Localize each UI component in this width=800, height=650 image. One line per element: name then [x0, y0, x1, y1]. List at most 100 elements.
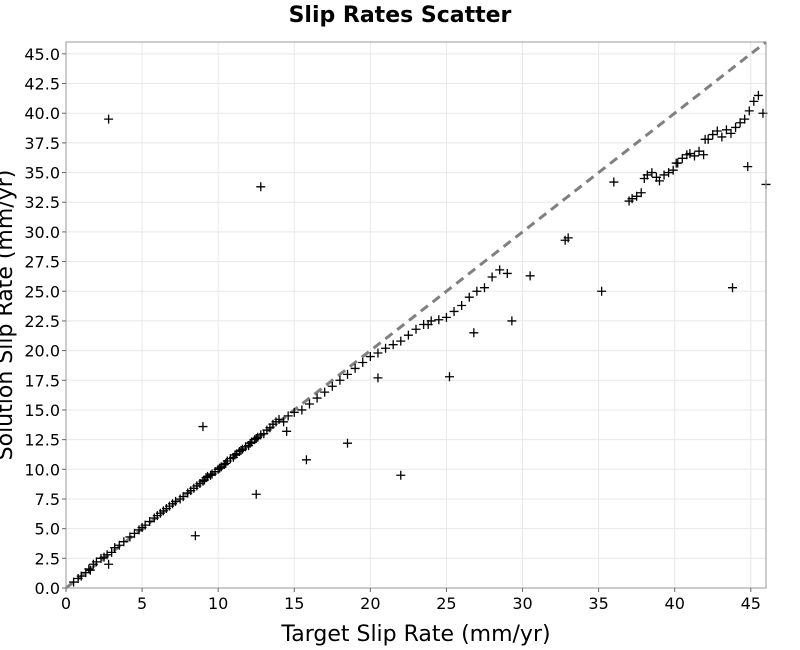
y-tick-label: 7.5: [35, 490, 60, 509]
data-points: [69, 90, 771, 587]
data-point: [343, 369, 353, 379]
y-tick-label: 42.5: [24, 75, 60, 94]
data-point: [365, 352, 375, 362]
y-tick-label: 5.0: [35, 520, 60, 539]
data-point: [91, 557, 101, 567]
data-point: [668, 165, 678, 175]
x-tick-label: 45: [741, 594, 761, 613]
data-point: [396, 470, 406, 480]
data-point: [457, 301, 467, 311]
data-point: [110, 543, 120, 553]
data-point: [636, 188, 646, 198]
x-tick-label: 20: [360, 594, 380, 613]
data-point: [469, 328, 479, 338]
data-point: [230, 450, 240, 460]
data-point: [472, 286, 482, 296]
data-point: [441, 312, 451, 322]
data-point: [396, 336, 406, 346]
data-point: [487, 272, 497, 282]
data-point: [753, 90, 763, 100]
data-point: [129, 528, 139, 538]
data-point: [69, 577, 79, 587]
data-point: [647, 168, 657, 178]
data-point: [171, 496, 181, 506]
y-tick-label: 17.5: [24, 371, 60, 390]
y-tick-label: 12.5: [24, 431, 60, 450]
plot-frame: [65, 41, 767, 589]
data-point: [700, 134, 710, 144]
data-point: [609, 177, 619, 187]
data-point: [236, 445, 246, 455]
data-point: [731, 122, 741, 132]
x-tick-label: 40: [665, 594, 685, 613]
data-point: [104, 114, 114, 124]
data-point: [525, 271, 535, 281]
data-point: [726, 128, 736, 138]
data-point: [282, 426, 292, 436]
data-point: [283, 411, 293, 421]
data-point: [721, 125, 731, 135]
data-point: [289, 407, 299, 417]
data-point: [685, 149, 695, 159]
data-point: [740, 114, 750, 124]
data-point: [411, 324, 421, 334]
y-tick-label: 30.0: [24, 223, 60, 242]
data-point: [744, 106, 754, 116]
data-point: [201, 473, 211, 483]
data-point: [304, 399, 314, 409]
data-point: [274, 414, 284, 424]
data-point: [373, 373, 383, 383]
x-tick-label: 10: [208, 594, 228, 613]
y-tick-label: 27.5: [24, 253, 60, 272]
data-point: [350, 363, 360, 373]
data-point: [642, 170, 652, 180]
data-point: [320, 387, 330, 397]
y-tick-label: 35.0: [24, 164, 60, 183]
data-point: [699, 150, 709, 160]
data-point: [297, 405, 307, 415]
data-point: [381, 343, 391, 353]
data-point: [671, 158, 681, 168]
data-point: [677, 153, 687, 163]
data-point: [125, 532, 135, 542]
data-point: [708, 130, 718, 140]
data-point: [664, 168, 674, 178]
data-point: [627, 194, 637, 204]
data-point: [659, 170, 669, 180]
data-point: [335, 375, 345, 385]
data-point: [206, 470, 216, 480]
data-point: [76, 571, 86, 581]
data-point: [388, 340, 398, 350]
x-tick-label: 25: [436, 594, 456, 613]
y-axis: 0.0 2.5 5.0 7.5 10.0 12.5 15.0 17.5 20.0 22.5 25.0…: [24, 45, 66, 598]
y-tick-label: 22.5: [24, 312, 60, 331]
data-point: [343, 438, 353, 448]
x-tick-label: 15: [284, 594, 304, 613]
data-point: [563, 233, 573, 243]
data-point: [654, 176, 664, 186]
x-tick-label: 0: [61, 594, 71, 613]
data-point: [449, 306, 459, 316]
y-tick-label: 0.0: [35, 579, 60, 598]
data-point: [694, 146, 704, 156]
data-point: [327, 381, 337, 391]
data-point: [178, 492, 188, 502]
reference-line-layer: [65, 40, 767, 590]
y-tick-label: 2.5: [35, 549, 60, 568]
data-point: [114, 540, 124, 550]
data-point: [251, 433, 261, 443]
data-point: [373, 348, 383, 358]
data-point: [717, 132, 727, 142]
data-point: [434, 315, 444, 325]
y-tick-label: 15.0: [24, 401, 60, 420]
data-point: [358, 357, 368, 367]
data-point: [479, 283, 489, 293]
y-tick-label: 25.0: [24, 282, 60, 301]
data-point: [735, 118, 745, 128]
data-point: [301, 455, 311, 465]
data-point: [444, 372, 454, 382]
data-point: [198, 422, 208, 432]
data-point: [728, 283, 738, 293]
